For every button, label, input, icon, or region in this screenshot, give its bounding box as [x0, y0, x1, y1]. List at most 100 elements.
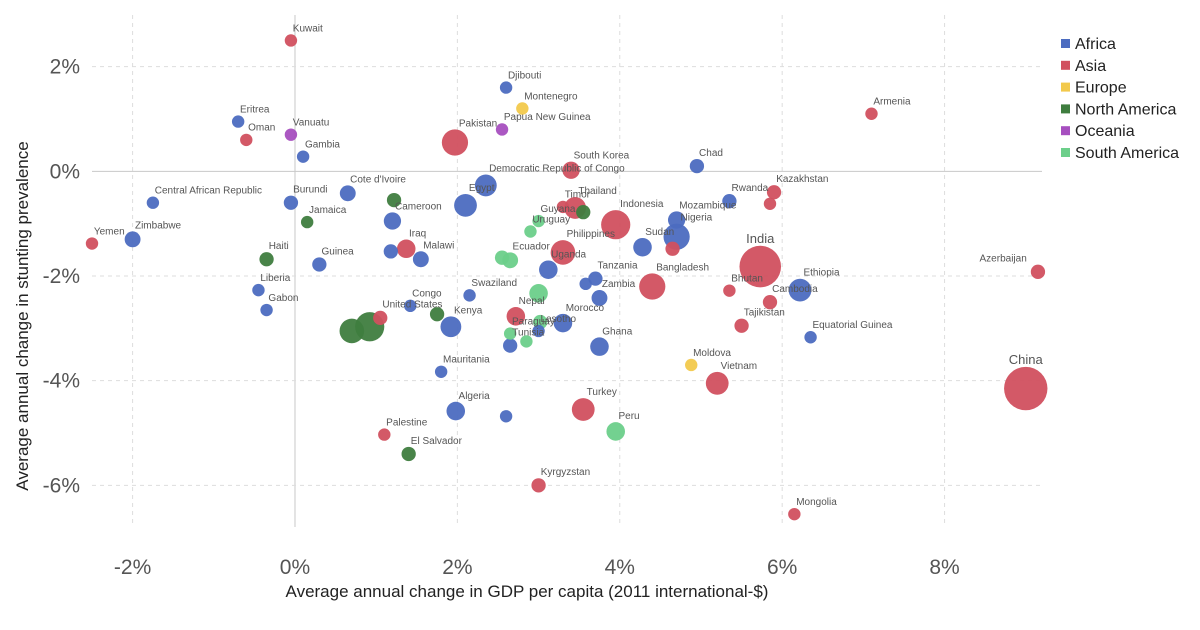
data-point[interactable]: [495, 123, 509, 136]
data-point[interactable]: [283, 195, 299, 210]
data-point[interactable]: [386, 192, 402, 208]
data-point[interactable]: [734, 318, 749, 333]
data-point[interactable]: [531, 478, 546, 493]
data-point[interactable]: [296, 150, 310, 163]
data-point[interactable]: [722, 194, 737, 209]
data-point[interactable]: [412, 251, 429, 268]
point-label: Cambodia: [772, 284, 818, 295]
point-label: Guinea: [321, 246, 354, 257]
data-point[interactable]: [378, 428, 391, 441]
data-point[interactable]: [124, 231, 141, 248]
data-point[interactable]: [503, 327, 517, 340]
data-point[interactable]: [665, 241, 680, 256]
legend-swatch: [1061, 82, 1070, 92]
data-point[interactable]: [429, 307, 445, 322]
data-point[interactable]: [494, 250, 510, 265]
data-point[interactable]: [639, 273, 666, 300]
data-point[interactable]: [401, 446, 416, 462]
data-point[interactable]: [550, 240, 576, 265]
point-label: United States: [382, 300, 442, 311]
data-point[interactable]: [571, 398, 595, 421]
point-label: Nepal: [519, 296, 545, 307]
data-point[interactable]: [553, 313, 573, 333]
data-point[interactable]: [339, 185, 356, 202]
data-point[interactable]: [499, 410, 513, 423]
data-point[interactable]: [562, 161, 580, 179]
data-point[interactable]: [383, 244, 398, 259]
points-layer: [85, 34, 1048, 521]
data-point[interactable]: [440, 316, 462, 338]
data-point[interactable]: [689, 158, 705, 174]
data-point[interactable]: [240, 133, 253, 147]
point-label: Bangladesh: [656, 262, 709, 273]
data-point[interactable]: [590, 337, 609, 356]
data-point[interactable]: [260, 303, 273, 317]
data-point[interactable]: [739, 245, 782, 288]
data-point[interactable]: [300, 215, 314, 229]
data-point[interactable]: [667, 211, 686, 229]
point-label: Sudan: [645, 227, 674, 238]
data-point[interactable]: [865, 107, 878, 120]
data-point[interactable]: [474, 174, 497, 197]
point-label: South Korea: [574, 151, 630, 162]
data-point[interactable]: [503, 338, 518, 353]
data-point[interactable]: [146, 196, 160, 209]
data-point[interactable]: [579, 277, 592, 291]
labels-layer: Kuwait Djibouti Montenegro Armenia Eritrea Pa…: [94, 23, 1044, 508]
data-point[interactable]: [529, 283, 548, 303]
data-point[interactable]: [685, 358, 698, 372]
data-point[interactable]: [556, 200, 570, 214]
data-point[interactable]: [524, 225, 537, 238]
data-point[interactable]: [705, 371, 729, 395]
data-point[interactable]: [576, 205, 591, 220]
data-point[interactable]: [312, 257, 327, 272]
data-point[interactable]: [788, 507, 801, 521]
data-point[interactable]: [520, 335, 533, 348]
data-point[interactable]: [1030, 264, 1046, 279]
data-point[interactable]: [446, 401, 466, 421]
point-label: Azerbaijan: [980, 254, 1027, 265]
data-point[interactable]: [1004, 366, 1048, 411]
data-point[interactable]: [532, 214, 545, 228]
point-label: Philippines: [567, 229, 615, 240]
data-point[interactable]: [373, 310, 388, 326]
point-label: Palestine: [386, 417, 428, 428]
data-point[interactable]: [723, 284, 736, 297]
data-point[interactable]: [591, 290, 608, 306]
data-point[interactable]: [404, 299, 417, 313]
data-point[interactable]: [762, 295, 778, 310]
data-point[interactable]: [284, 128, 298, 141]
data-point[interactable]: [588, 271, 603, 286]
data-point[interactable]: [284, 34, 298, 47]
data-point[interactable]: [804, 331, 817, 344]
data-point[interactable]: [434, 365, 448, 378]
data-point[interactable]: [788, 278, 812, 302]
data-point[interactable]: [231, 115, 245, 128]
point-label: Rwanda: [732, 183, 769, 194]
data-point[interactable]: [766, 185, 782, 200]
data-point[interactable]: [499, 81, 513, 94]
data-point[interactable]: [506, 307, 526, 326]
x-axis-title: Average annual change in GDP per capita …: [286, 582, 769, 601]
point-label: Pakistan: [459, 118, 497, 129]
data-point[interactable]: [601, 210, 631, 240]
data-point[interactable]: [454, 193, 477, 217]
data-point[interactable]: [763, 197, 777, 210]
data-point[interactable]: [606, 422, 625, 441]
data-point[interactable]: [259, 252, 274, 267]
ticks-layer: -2% 0% 2% 4% 6% 8% 2% 0% -2% -4% -6%: [43, 56, 960, 579]
data-point[interactable]: [463, 289, 476, 302]
data-point[interactable]: [252, 283, 265, 297]
data-point[interactable]: [85, 237, 99, 250]
data-point[interactable]: [539, 260, 558, 279]
legend-label: North America: [1075, 101, 1176, 118]
data-point[interactable]: [532, 324, 545, 338]
data-point[interactable]: [396, 239, 416, 259]
data-point[interactable]: [633, 237, 652, 257]
data-point[interactable]: [516, 102, 529, 115]
data-point[interactable]: [339, 318, 365, 344]
data-point[interactable]: [383, 212, 402, 230]
data-point[interactable]: [441, 129, 469, 156]
